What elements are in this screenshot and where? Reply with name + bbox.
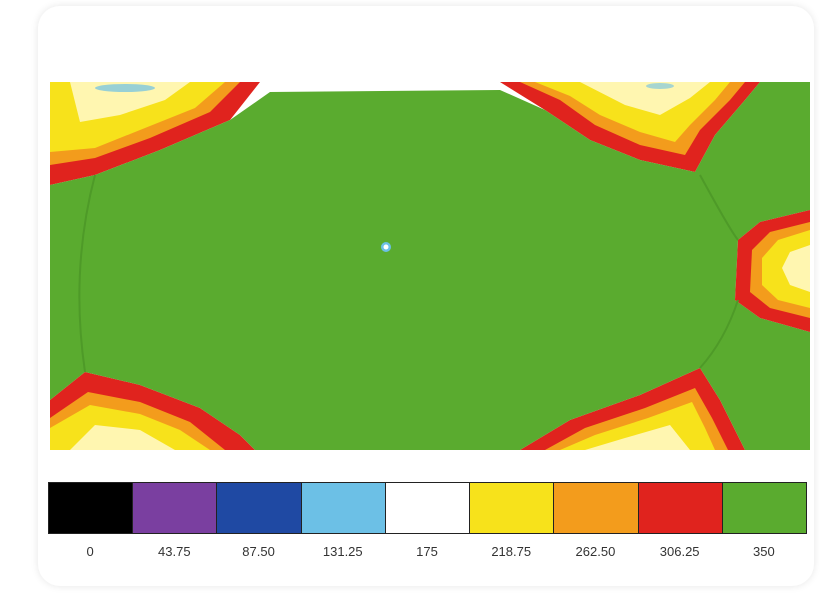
colorbar-tick-label: 306.25 — [659, 544, 700, 559]
contour-arc — [699, 174, 739, 241]
colorbar-swatch — [384, 482, 471, 534]
zone-top-right — [500, 82, 760, 172]
colorbar-swatch — [553, 482, 639, 534]
colorbar-swatch — [721, 482, 807, 534]
colorbar-swatch — [300, 482, 386, 534]
colorbar-tick-label: 175 — [416, 544, 438, 559]
colorbar-tick-label: 131.25 — [322, 544, 363, 559]
center-spot-core — [383, 244, 389, 250]
colorbar-tick-label: 87.50 — [242, 544, 275, 559]
zone-bottom-left — [50, 372, 255, 450]
zone-bottom-right — [520, 368, 745, 450]
contour-arc — [78, 174, 96, 373]
zone-top-left — [50, 82, 260, 185]
colorbar-swatch — [216, 482, 302, 534]
colorbar — [48, 482, 807, 536]
colorbar-tick-label: 43.75 — [158, 544, 191, 559]
zone-right-middle — [735, 210, 810, 332]
colorbar-tick-label: 218.75 — [491, 544, 532, 559]
cyan-streak — [646, 83, 674, 89]
heatmap-field — [50, 82, 810, 450]
zone-center — [50, 82, 810, 450]
colorbar-swatch — [637, 482, 723, 534]
colorbar-tick-label: 0 — [86, 544, 94, 559]
colorbar-swatch — [469, 482, 555, 534]
colorbar-tick-label: 262.50 — [575, 544, 616, 559]
colorbar-ticks: 0 43.75 87.50 131.25 175 218.75 262.50 306.25 35… — [48, 544, 806, 564]
contour-arc — [699, 299, 739, 369]
cyan-streak — [95, 84, 155, 92]
colorbar-swatch — [132, 482, 218, 534]
colorbar-tick-label: 350 — [753, 544, 775, 559]
colorbar-swatch — [48, 482, 134, 534]
